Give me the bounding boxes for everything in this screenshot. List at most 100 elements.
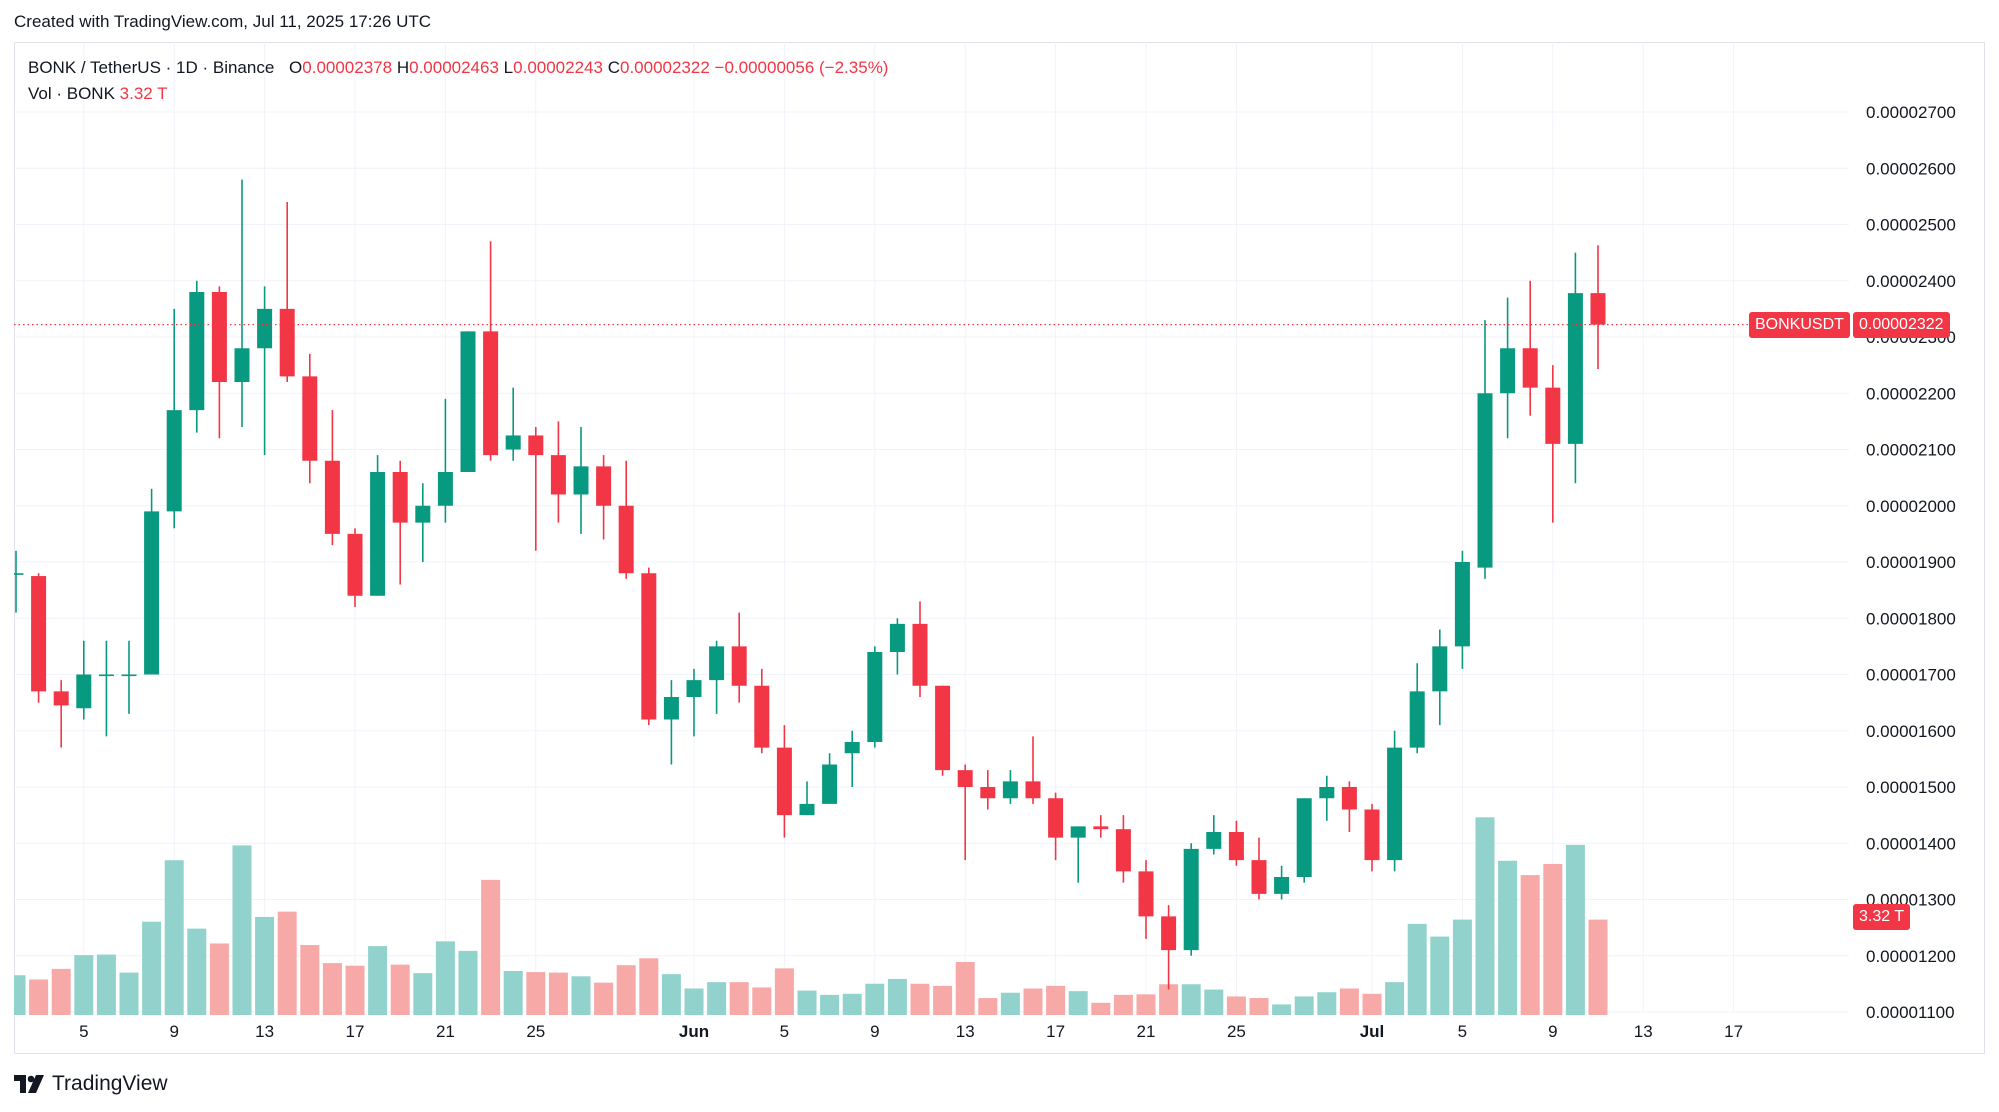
volume-bar	[435, 941, 455, 1015]
volume-bar	[1249, 998, 1269, 1015]
volume-bar	[1136, 994, 1156, 1015]
candle-body	[1590, 293, 1606, 325]
tradingview-logo[interactable]: TradingView	[14, 1072, 168, 1096]
volume-bar	[51, 968, 71, 1015]
legend-vol-label[interactable]: Vol · BONK	[28, 84, 115, 103]
candle-body	[1161, 916, 1177, 951]
time-axis-label: 9	[870, 1022, 879, 1041]
price-axis-label: 0.00001600	[1866, 722, 1956, 741]
candle-body	[1251, 860, 1267, 894]
price-axis-label: 0.00002600	[1866, 159, 1956, 178]
volume-bar	[1588, 919, 1608, 1015]
candle-body	[460, 331, 476, 472]
candles	[14, 179, 1606, 990]
price-axis-label: 0.00001200	[1866, 947, 1956, 966]
volume-bar	[1046, 985, 1066, 1015]
volume-bar	[1068, 991, 1088, 1015]
candle-body	[1477, 393, 1493, 568]
candle-body	[1138, 871, 1154, 917]
time-axis-label: 5	[1458, 1022, 1467, 1041]
candle-body	[144, 511, 160, 675]
volume-bar	[661, 974, 681, 1015]
legend-high: 0.00002463	[409, 58, 499, 77]
time-axis-label: Jul	[1360, 1022, 1385, 1041]
volume-bar	[933, 985, 953, 1015]
candle-body	[53, 691, 69, 706]
legend: BONK / TetherUS · 1D · Binance O0.000023…	[28, 55, 888, 107]
volume-bar	[458, 950, 478, 1015]
candle-body	[189, 292, 205, 411]
price-axis-label: 0.00001800	[1866, 609, 1956, 628]
candle-body	[799, 803, 815, 816]
volume-bar	[322, 963, 342, 1015]
candle-body	[1387, 747, 1403, 861]
price-axis-label: 0.00002200	[1866, 384, 1956, 403]
volume-bar	[142, 921, 162, 1015]
volume-bar	[368, 946, 388, 1015]
volume-bar	[74, 955, 94, 1015]
candle-body	[1206, 832, 1222, 849]
volume-bar	[865, 983, 885, 1015]
chart-panel	[14, 42, 1985, 1054]
candle-body	[76, 674, 92, 709]
volume-bar	[1091, 1002, 1111, 1015]
legend-high-label: H	[396, 58, 410, 77]
candle-body	[1364, 809, 1380, 861]
candle-body	[1545, 387, 1561, 444]
volume-bar	[978, 998, 998, 1015]
candle-body	[889, 623, 905, 652]
time-axis-label: 25	[1227, 1022, 1246, 1041]
volume-bar	[1452, 919, 1472, 1015]
volume-bar	[1113, 994, 1133, 1015]
volume-bar	[503, 971, 523, 1015]
volume-bar	[752, 987, 772, 1015]
candle-body	[324, 460, 340, 534]
price-axis-label: 0.00001100	[1866, 1003, 1955, 1022]
volume-bar	[345, 965, 365, 1015]
candle-body	[1274, 877, 1290, 894]
price-axis-label: 0.00001400	[1866, 834, 1956, 853]
volume-bar	[209, 943, 229, 1015]
volume-bar	[1000, 992, 1020, 1015]
candle-body	[663, 697, 679, 720]
candle-body	[302, 376, 318, 461]
volume-bar	[639, 958, 659, 1015]
time-axis-label: 13	[1634, 1022, 1653, 1041]
candle-body	[528, 435, 544, 456]
volume-bar	[1430, 936, 1450, 1015]
candle-body	[1115, 829, 1131, 872]
price-axis-label: 0.00002100	[1866, 441, 1956, 460]
candle-body	[1500, 348, 1516, 394]
time-axis-label: 9	[169, 1022, 178, 1041]
time-axis-label: 17	[1046, 1022, 1065, 1041]
volume-bar	[481, 879, 501, 1015]
price-axis-label: 0.00002500	[1866, 216, 1956, 235]
volume-bar	[14, 975, 26, 1015]
volume-bar	[526, 972, 546, 1015]
candle-body	[550, 455, 566, 495]
volume-bar	[548, 972, 568, 1015]
candle-body	[234, 348, 250, 382]
candle-body	[1319, 787, 1335, 799]
candle-body	[822, 764, 838, 804]
candle-body	[392, 472, 408, 523]
price-chart[interactable]: 0.00002700 0.00002600 0.00002500 0.00002400…	[14, 42, 1985, 1054]
candle-body	[1093, 826, 1109, 830]
candle-body	[1341, 787, 1357, 810]
candle-body	[1432, 646, 1448, 692]
price-axis-label: 0.00002700	[1866, 103, 1956, 122]
volume-bar	[1294, 996, 1314, 1015]
candle-body	[14, 573, 24, 575]
candle-body	[686, 680, 702, 697]
candle-body	[279, 308, 295, 377]
candle-body	[166, 410, 182, 512]
candle-body	[957, 770, 973, 787]
legend-symbol[interactable]: BONK / TetherUS · 1D · Binance	[28, 58, 275, 77]
volume-bar	[1159, 984, 1179, 1015]
volume-bar	[1362, 993, 1382, 1015]
candle-body	[257, 308, 273, 349]
time-axis: 5 9 13 17 21 25 Jun 5 9 13 17 21 25 Jul 5 9 13 17	[79, 1022, 1743, 1041]
price-axis-label: 0.00001900	[1866, 553, 1956, 572]
candle-body	[211, 292, 227, 382]
volume-bar	[96, 954, 116, 1015]
